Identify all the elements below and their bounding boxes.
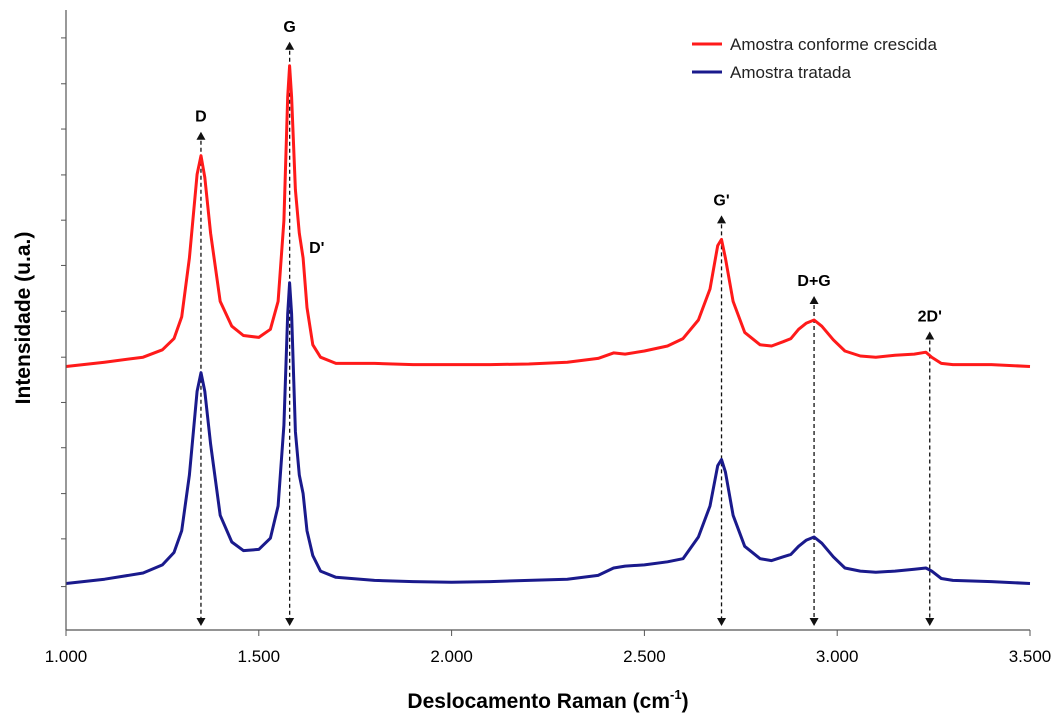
peak-label-2d: 2D' bbox=[918, 309, 942, 326]
x-axis-title-sup: -1 bbox=[670, 687, 682, 702]
x-axis-title: Deslocamento Raman (cm-1) bbox=[407, 687, 688, 713]
legend: Amostra conforme crescida Amostra tratada bbox=[692, 35, 937, 82]
x-tick-label-0: 1.000 bbox=[45, 647, 88, 666]
peak-arrow-up-g bbox=[717, 215, 727, 224]
peak-label-g: G' bbox=[713, 192, 729, 209]
peak-arrow-down-d bbox=[196, 618, 206, 626]
x-tick-label-3: 2.500 bbox=[623, 647, 666, 666]
peak-markers: D G D' G' D+G 2D' bbox=[195, 19, 942, 626]
peak-label-g: G bbox=[283, 19, 295, 36]
x-tick-label-2: 2.000 bbox=[430, 647, 473, 666]
series-line-0 bbox=[65, 64, 1031, 368]
peak-label-d-g: D+G bbox=[797, 273, 830, 290]
x-tick-label-4: 3.000 bbox=[816, 647, 859, 666]
peak-arrow-up-d-g bbox=[809, 296, 819, 304]
peak-label-d: D' bbox=[309, 240, 324, 257]
x-tick-label-5: 3.500 bbox=[1009, 647, 1052, 666]
series-lines bbox=[65, 64, 1031, 585]
legend-label-0: Amostra conforme crescida bbox=[730, 35, 937, 54]
series-line-1 bbox=[65, 281, 1031, 585]
x-tick-label-1: 1.500 bbox=[238, 647, 281, 666]
peak-arrow-up-2d bbox=[925, 331, 935, 340]
peak-arrow-down-g bbox=[285, 618, 295, 626]
peak-arrow-down-d-g bbox=[809, 618, 819, 626]
peak-label-d: D bbox=[195, 109, 207, 126]
peak-arrow-up-g bbox=[285, 41, 295, 50]
peak-arrow-down-2d bbox=[925, 618, 935, 626]
legend-label-1: Amostra tratada bbox=[730, 63, 851, 82]
y-axis-title: Intensidade (u.a.) bbox=[12, 232, 35, 405]
peak-arrow-up-d bbox=[196, 131, 206, 140]
peak-arrow-down-g bbox=[717, 618, 727, 626]
x-axis-title-end: ) bbox=[682, 690, 689, 713]
x-axis-title-main: Deslocamento Raman (cm bbox=[407, 690, 670, 713]
axes: 1.000 1.500 2.000 2.500 3.000 3.500 bbox=[45, 10, 1052, 666]
